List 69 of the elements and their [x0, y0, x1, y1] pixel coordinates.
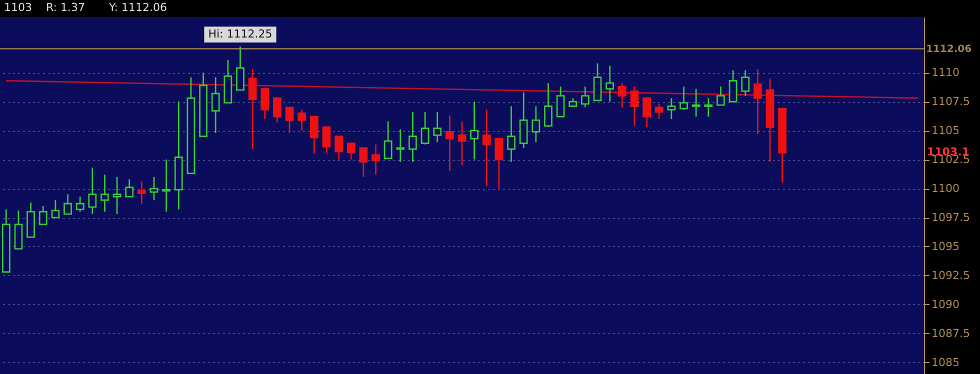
candlestick: [248, 68, 257, 150]
candlestick: [654, 103, 664, 120]
y-tick-label: 1105: [932, 124, 960, 138]
candlestick: [692, 88, 700, 118]
candlestick: [64, 194, 72, 215]
candlestick: [581, 86, 590, 108]
y-tick-label: 1100: [932, 182, 960, 196]
y-tick-label: 1085: [932, 356, 960, 369]
candlestick: [728, 70, 738, 102]
candlestick: [285, 106, 294, 134]
candlestick: [236, 46, 244, 91]
candlestick: [100, 174, 109, 212]
candlestick: [420, 111, 430, 146]
candlestick: [544, 82, 552, 128]
candlestick: [458, 120, 466, 166]
candlestick: [112, 176, 122, 215]
candlestick: [606, 64, 614, 102]
text: Y: 1112.06: [108, 1, 167, 14]
candlestick: [433, 111, 442, 143]
candlestick: [298, 109, 306, 132]
candlestick: [618, 82, 626, 108]
candlestick: [408, 111, 417, 163]
candlestick: [359, 147, 368, 178]
y-tick-label: 1097.5: [932, 211, 970, 224]
candlestick: [396, 128, 405, 163]
text: R: 1.37: [46, 1, 85, 14]
candlestick: [334, 136, 343, 160]
candlestick: [125, 178, 134, 198]
candlestick: [519, 92, 528, 149]
candlestick: [137, 180, 146, 204]
text: 1103: [4, 1, 32, 14]
y-tick-label: 1087.5: [932, 326, 970, 340]
y-tick-label: 1095: [932, 240, 960, 253]
candlestick: [630, 86, 639, 127]
annotation: Hi: 1112.25: [208, 28, 272, 41]
candlestick: [273, 97, 282, 124]
candlestick: [704, 97, 713, 118]
candlestick: [532, 106, 540, 143]
candlestick: [470, 100, 479, 160]
candlestick: [556, 86, 565, 118]
candlestick: [51, 199, 60, 218]
candlestick: [680, 86, 688, 110]
candlestick: [716, 86, 725, 106]
candlestick: [162, 158, 171, 212]
candlestick: [445, 114, 454, 172]
y-tick-label: 1090: [932, 298, 960, 311]
candlestick: [150, 176, 158, 201]
candlestick: [322, 126, 331, 154]
y-tick-label: 1092.5: [932, 268, 970, 282]
candlestick: [372, 144, 380, 176]
candlestick: [494, 138, 504, 190]
candlestick: [310, 116, 318, 154]
y-tick-label: 1107.5: [932, 95, 970, 108]
candlestick: [384, 120, 392, 160]
y-tick-label: 1110: [932, 66, 960, 80]
candlestick: [38, 205, 48, 226]
ref-line-label: 1112.06: [926, 44, 972, 55]
candlestick: [76, 196, 84, 212]
candlestick: [260, 88, 270, 120]
candlestick: [642, 97, 651, 128]
candlestick: [593, 62, 602, 102]
candlestick: [753, 68, 762, 135]
candlestick: [88, 166, 97, 215]
candlestick: [667, 97, 676, 120]
candlestick: [346, 142, 356, 160]
candlestick: [507, 106, 516, 163]
candlestick: [482, 109, 491, 187]
candlestick: [211, 76, 220, 134]
candlestick: [741, 70, 750, 97]
